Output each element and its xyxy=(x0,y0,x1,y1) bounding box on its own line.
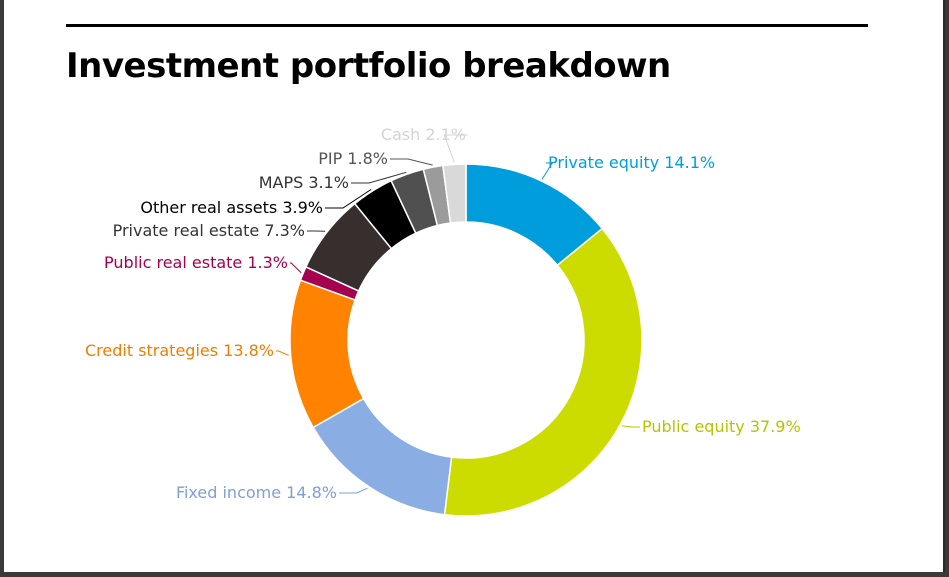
data-label-public-equity: Public equity 37.9% xyxy=(642,417,801,436)
slice-public-equity xyxy=(443,227,643,517)
leader-line-credit-strategies xyxy=(276,350,289,356)
leader-line-cash xyxy=(443,134,468,163)
title-rule xyxy=(66,24,868,27)
leader-line-maps xyxy=(351,171,407,184)
data-label-private-equity: Private equity 14.1% xyxy=(548,153,715,172)
data-label-pip: PIP 1.8% xyxy=(318,149,388,168)
data-label-cash: Cash 2.1% xyxy=(381,125,466,144)
slice-cash xyxy=(442,163,467,224)
leader-line-other-real-assets xyxy=(325,188,372,209)
data-label-maps: MAPS 3.1% xyxy=(259,173,349,192)
leader-line-fixed-income xyxy=(339,487,368,494)
slice-credit-strategies xyxy=(289,279,365,429)
data-label-fixed-income: Fixed income 14.8% xyxy=(176,483,337,502)
leader-line-pip xyxy=(390,158,433,166)
leader-line-private-equity xyxy=(541,162,554,180)
data-label-other-real-assets: Other real assets 3.9% xyxy=(140,198,323,217)
leader-line-public-equity xyxy=(621,425,640,428)
data-label-public-real-estate: Public real estate 1.3% xyxy=(104,253,288,272)
leader-line-public-real-estate xyxy=(290,262,302,274)
data-labels: Private equity 14.1% Public equity 37.9% F… xyxy=(85,125,801,502)
data-label-credit-strategies: Credit strategies 13.8% xyxy=(85,341,274,360)
donut-slices xyxy=(289,163,643,517)
leader-lines xyxy=(276,134,640,494)
chart-title: Investment portfolio breakdown xyxy=(66,46,671,86)
data-label-private-real-estate: Private real estate 7.3% xyxy=(113,221,305,240)
